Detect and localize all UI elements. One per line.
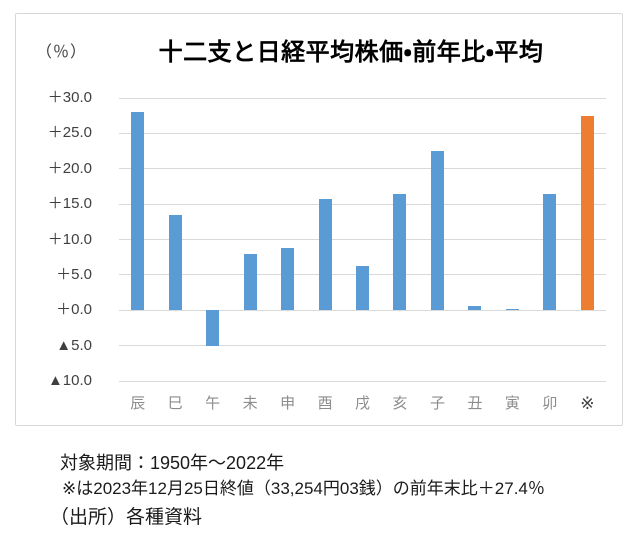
footnote-source: （出所）各種資料 xyxy=(50,507,203,528)
x-axis-label-酉: 酉 xyxy=(317,395,333,412)
x-axis-label-辰: 辰 xyxy=(130,395,146,412)
bar-戌 xyxy=(356,266,369,311)
gridline xyxy=(119,309,606,311)
footnotes: 対象期間：1950年～2022年 ※は2023年12月25日終値（33,254円… xyxy=(50,451,630,531)
bar-子 xyxy=(430,151,444,311)
y-axis-tick-label: ＋5.0 xyxy=(56,265,92,283)
x-axis-label-戌: 戌 xyxy=(355,395,371,412)
x-axis-label-子: 子 xyxy=(429,395,445,412)
gridline xyxy=(119,380,606,382)
x-axis-label-卯: 卯 xyxy=(542,395,558,412)
bar-※ xyxy=(580,116,594,311)
y-axis-tick-label: ＋15.0 xyxy=(47,195,92,213)
bar-丑 xyxy=(468,306,482,311)
bar-申 xyxy=(281,247,295,311)
footnote-asterisk-note: ※は2023年12月25日終値（33,254円03銭）の前年末比＋27.4％ xyxy=(62,479,545,498)
x-axis-label-午: 午 xyxy=(205,395,221,412)
x-axis-label-巳: 巳 xyxy=(167,395,183,412)
bar-巳 xyxy=(168,215,182,311)
x-axis-label-寅: 寅 xyxy=(504,395,520,412)
x-axis-label-未: 未 xyxy=(242,395,258,412)
bar-寅 xyxy=(505,308,519,311)
y-axis-tick-label: ▲10.0 xyxy=(47,372,92,389)
y-axis: ＋30.0 ＋25.0 ＋20.0 ＋15.0 ＋10.0 ＋5.0 ＋0.0 ▲5.0 ▲10… xyxy=(16,89,92,389)
chart-title: 十二支と日経平均株価・前年比・平均 xyxy=(158,39,544,66)
bar-酉 xyxy=(318,199,332,311)
y-axis-tick-label: ＋0.0 xyxy=(56,301,92,319)
bar-午 xyxy=(206,310,220,346)
y-axis-tick-label: ＋30.0 xyxy=(47,89,92,106)
bar-辰 xyxy=(131,112,145,311)
bar-未 xyxy=(243,254,257,311)
gridline xyxy=(119,239,606,240)
x-axis-label-亥: 亥 xyxy=(392,395,408,412)
y-axis-unit-label: （％） xyxy=(36,44,88,61)
gridline xyxy=(119,132,606,134)
gridline xyxy=(119,168,606,170)
y-axis-tick-label: ＋20.0 xyxy=(47,159,92,177)
y-axis-tick-label: ＋10.0 xyxy=(47,230,92,248)
chart-panel: （％） 十二支と日経平均株価・前年比・平均 ＋30.0 ＋25.0 ＋20.0 ＋15… xyxy=(15,13,623,426)
gridline xyxy=(119,345,606,347)
footnote-period: 対象期間：1950年～2022年 xyxy=(60,453,285,473)
x-axis-label-※: ※ xyxy=(580,394,595,413)
gridline xyxy=(119,97,606,99)
x-axis-label-申: 申 xyxy=(280,395,296,412)
x-axis: 辰 巳 午 未 申 酉 戌 亥 子 丑 寅 卯 ※ xyxy=(119,394,606,416)
gridline xyxy=(119,203,606,205)
plot-area xyxy=(119,97,606,382)
bar-亥 xyxy=(393,193,407,311)
y-axis-tick-label: ＋25.0 xyxy=(47,124,92,142)
bar-卯 xyxy=(543,194,557,311)
x-axis-label-丑: 丑 xyxy=(467,395,483,412)
y-axis-tick-label: ▲5.0 xyxy=(56,336,92,354)
